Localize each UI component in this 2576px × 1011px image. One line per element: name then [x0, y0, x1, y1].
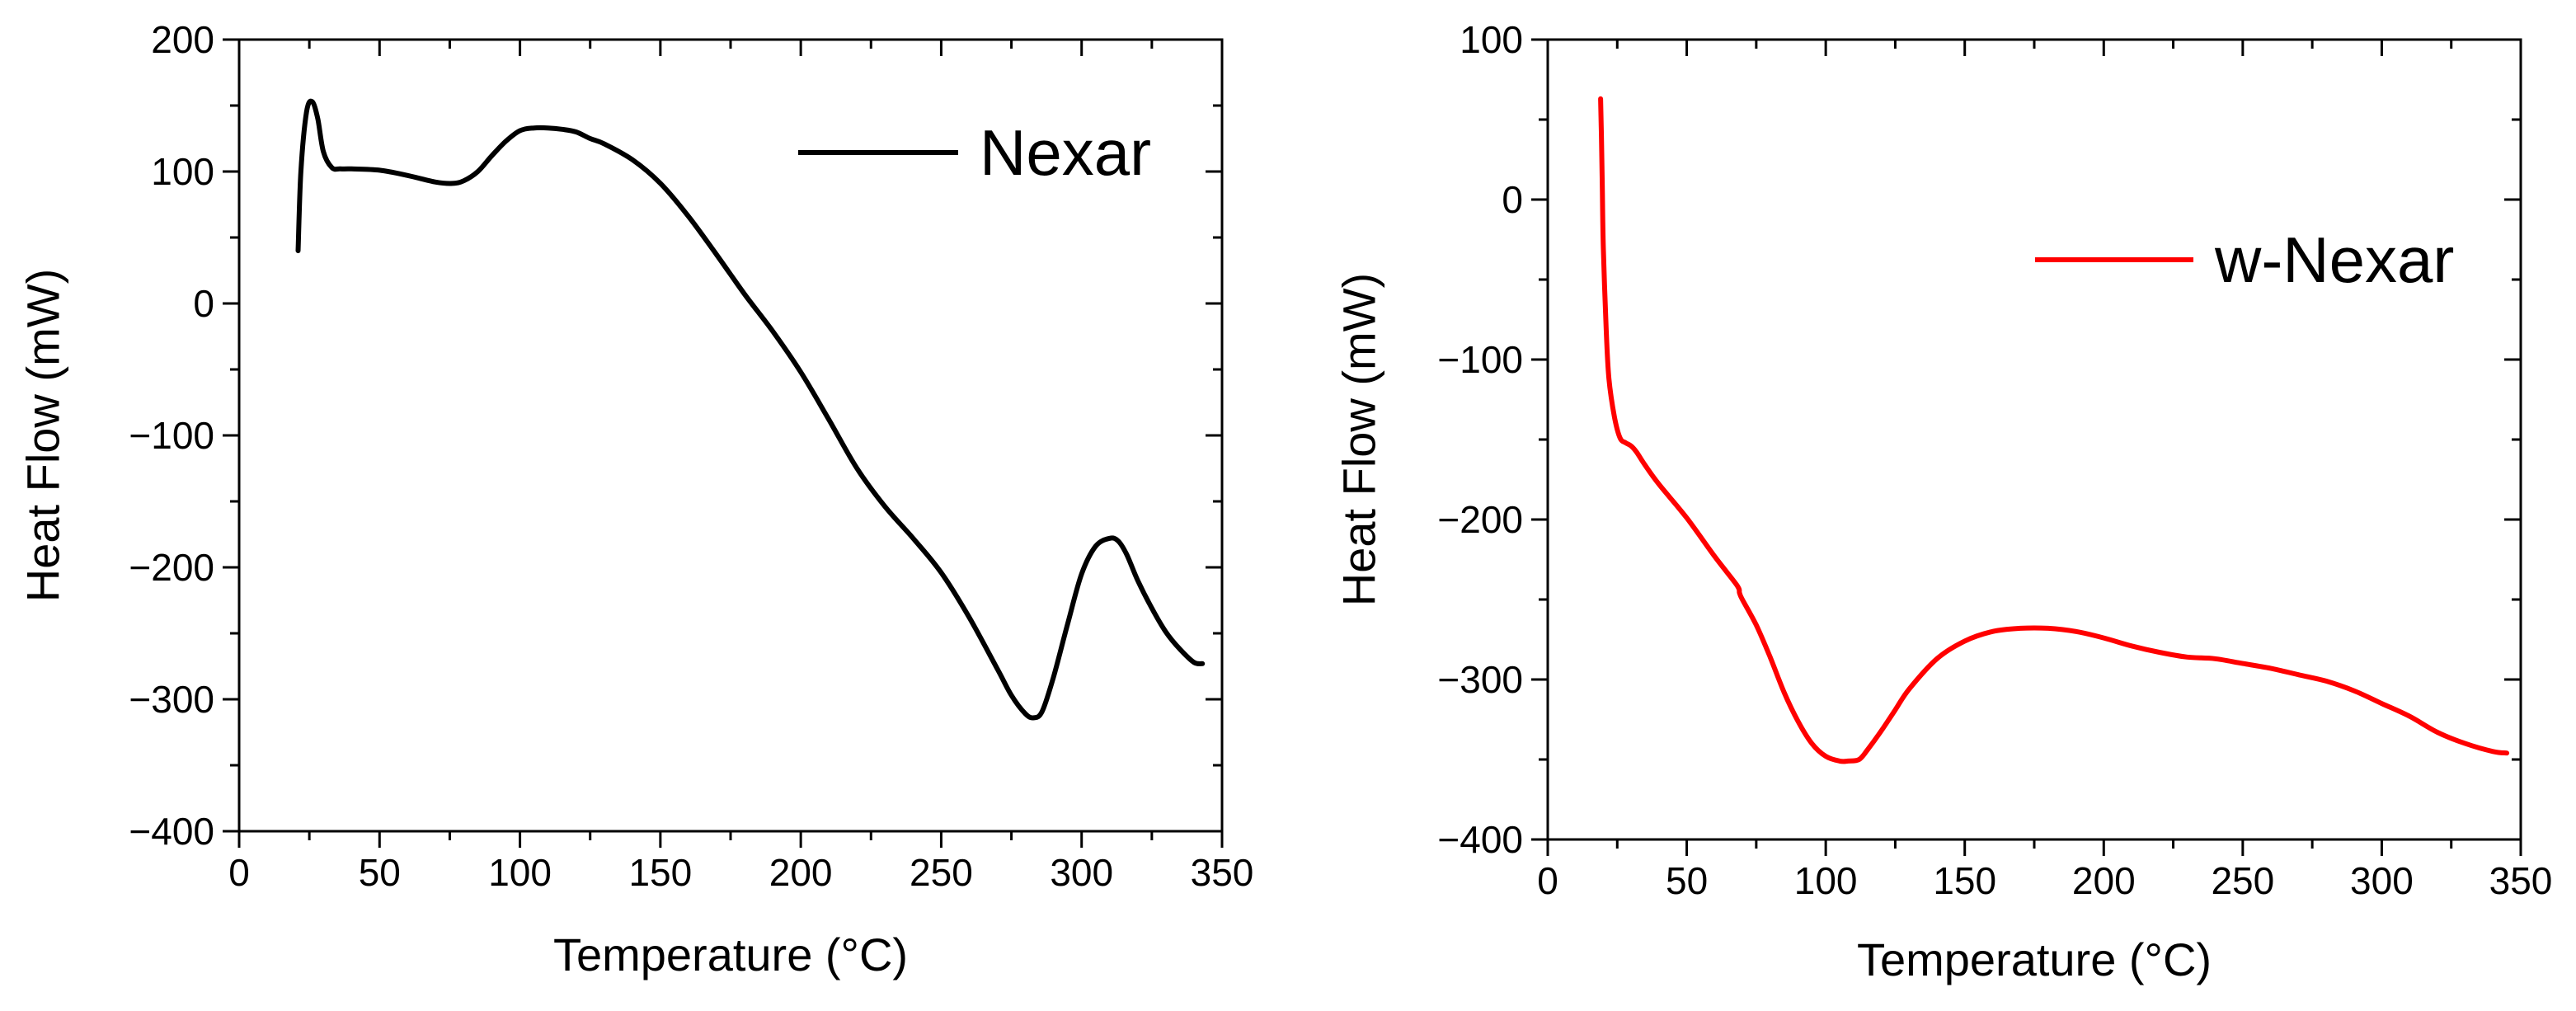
- chart-panel-w-nexar: 0 50 100 150 200 250 300 350 −400 −300 −200 −100 0 10…: [1333, 18, 2553, 985]
- legend-label: w-Nexar: [2214, 223, 2454, 296]
- x-tick-label: 100: [488, 851, 552, 894]
- x-tick-label: 100: [1794, 859, 1858, 902]
- x-tick-label: 0: [228, 851, 250, 894]
- y-tick-label: −400: [1437, 818, 1523, 861]
- y-tick-label: 100: [151, 150, 214, 193]
- series-line-nexar: [295, 98, 1206, 721]
- y-tick-label: −100: [1437, 338, 1523, 381]
- x-axis-title: Temperature (°C): [553, 929, 908, 980]
- y-tick-label: 0: [1502, 178, 1523, 221]
- x-tick-label: 150: [628, 851, 692, 894]
- x-tick-label: 150: [1933, 859, 1996, 902]
- x-tick-label: 50: [1666, 859, 1708, 902]
- y-tick-label: 100: [1460, 18, 1523, 61]
- x-tick-label: 300: [2350, 859, 2414, 902]
- x-tick-label: 300: [1050, 851, 1113, 894]
- y-tick-label: −200: [129, 546, 214, 589]
- y-tick-label: −300: [1437, 658, 1523, 701]
- y-tick-label: −300: [129, 678, 214, 721]
- x-tick-label: 50: [359, 851, 401, 894]
- y-tick-label: 0: [193, 282, 214, 325]
- x-tick-label: 250: [2211, 859, 2274, 902]
- x-tick-label: 350: [2489, 859, 2553, 902]
- y-axis-title: Heat Flow (mW): [17, 269, 69, 602]
- chart-panel-nexar: 0 50 100 150 200 250 300 350 −400 −300 −200 −100 0 10…: [17, 18, 1254, 980]
- y-tick-label: 200: [151, 18, 214, 61]
- y-axis-title: Heat Flow (mW): [1333, 273, 1385, 606]
- x-tick-label: 0: [1537, 859, 1558, 902]
- y-tick-label: −400: [129, 810, 214, 853]
- x-tick-label: 200: [2072, 859, 2136, 902]
- legend-label: Nexar: [980, 116, 1151, 189]
- x-tick-label: 200: [769, 851, 833, 894]
- y-tick-label: −100: [129, 414, 214, 457]
- x-tick-label: 250: [910, 851, 973, 894]
- series-line-w-nexar: [1598, 96, 2510, 764]
- y-tick-label: −200: [1437, 498, 1523, 541]
- x-tick-label: 350: [1191, 851, 1254, 894]
- x-axis-title: Temperature (°C): [1857, 933, 2212, 985]
